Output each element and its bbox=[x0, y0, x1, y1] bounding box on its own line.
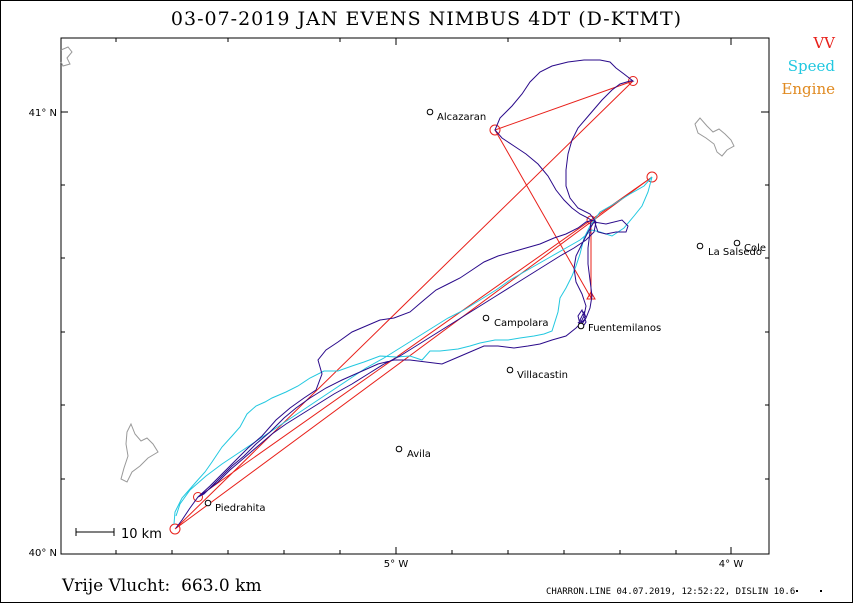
place-marker-la-salsedo bbox=[696, 242, 704, 250]
footer-marks bbox=[796, 590, 822, 592]
place-label-alcazaran: Alcazaran bbox=[437, 112, 486, 123]
place-label-villacastin: Villacastin bbox=[517, 370, 568, 381]
place-marker-piedrahita bbox=[204, 499, 212, 507]
credits-line: CHARRON.LINE 04.07.2019, 12:52:22, DISLI… bbox=[546, 587, 796, 597]
map-border bbox=[60, 37, 770, 555]
turnpoint-2 bbox=[489, 124, 501, 136]
place-marker-cole bbox=[733, 239, 741, 247]
place-label-cole: Cole bbox=[744, 243, 766, 254]
free-flight-distance: Vrije Vlucht: 663.0 km bbox=[62, 576, 262, 596]
place-label-fuentemilanos: Fuentemilanos bbox=[588, 323, 661, 334]
place-marker-campolara bbox=[482, 314, 490, 322]
place-label-avila: Avila bbox=[407, 449, 431, 460]
scale-bar-label: 10 km bbox=[121, 527, 162, 542]
lon-label-4w: 4° W bbox=[719, 559, 744, 570]
legend-engine: Engine bbox=[781, 80, 835, 98]
place-marker-avila bbox=[395, 445, 403, 453]
turnpoint-5 bbox=[646, 171, 658, 183]
flight-track bbox=[175, 59, 635, 529]
turnpoint-start bbox=[169, 523, 181, 535]
flight-title: 03-07-2019 JAN EVENS NIMBUS 4DT (D-KTMT) bbox=[170, 8, 683, 30]
lake-shape bbox=[60, 46, 73, 67]
speed-track bbox=[173, 176, 653, 525]
legend-speed: Speed bbox=[787, 57, 835, 75]
axis-ticks bbox=[61, 38, 769, 554]
reservoir-shape-east bbox=[694, 117, 735, 157]
reservoir-shape-west bbox=[120, 422, 159, 483]
place-label-campolara: Campolara bbox=[494, 318, 548, 329]
lat-label-40: 40° N bbox=[29, 548, 57, 559]
place-label-la-salsedo: La Salsedo bbox=[708, 247, 762, 258]
lon-label-5w: 5° W bbox=[384, 559, 409, 570]
place-markers bbox=[204, 108, 741, 507]
place-marker-fuentemilanos bbox=[577, 322, 585, 330]
task-polygon bbox=[174, 80, 653, 530]
place-marker-alcazaran bbox=[426, 108, 434, 116]
legend-vv: VV bbox=[813, 34, 835, 52]
place-label-piedrahita: Piedrahita bbox=[215, 503, 266, 514]
turnpoint-4 bbox=[193, 492, 203, 502]
lat-label-41: 41° N bbox=[29, 108, 57, 119]
scale-bar bbox=[75, 528, 115, 536]
place-marker-villacastin bbox=[506, 366, 514, 374]
